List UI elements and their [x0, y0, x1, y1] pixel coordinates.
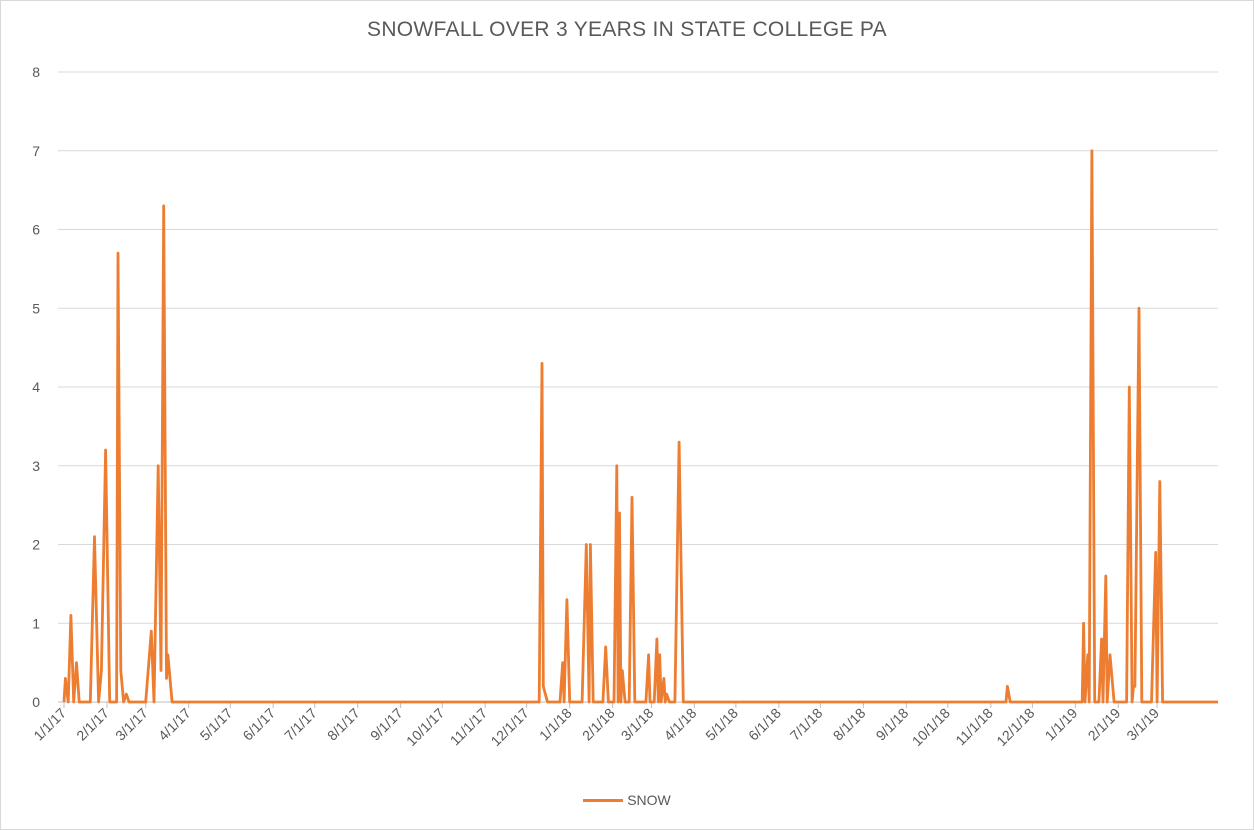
x-tick-label: 9/1/18 [873, 705, 912, 744]
legend-swatch-snow [583, 798, 624, 802]
x-tick-label: 6/1/17 [239, 705, 278, 744]
x-tick-label: 3/1/17 [112, 705, 151, 744]
y-tick-label: 5 [32, 300, 40, 316]
x-tick-label: 1/1/19 [1042, 705, 1081, 744]
x-tick-label: 9/1/17 [367, 705, 406, 744]
x-tick-label: 7/1/17 [281, 705, 320, 744]
gridlines [58, 71, 1218, 703]
x-tick-label: 11/1/17 [447, 705, 491, 749]
y-tick-label: 2 [32, 537, 40, 553]
x-tick-label: 10/1/17 [403, 705, 447, 749]
y-tick-label: 4 [32, 379, 40, 395]
series-layer [62, 149, 1218, 704]
series-line-snow [62, 149, 1218, 704]
x-tick-label: 8/1/17 [324, 705, 363, 744]
y-tick-label: 1 [32, 615, 40, 631]
x-tick-label: 10/1/18 [909, 705, 953, 749]
x-tick-label: 5/1/17 [197, 705, 236, 744]
x-tick-label: 3/1/18 [618, 705, 657, 744]
x-tick-label: 5/1/18 [702, 705, 741, 744]
x-tick-label: 1/1/18 [536, 705, 575, 744]
x-tick-label: 3/1/19 [1123, 705, 1162, 744]
x-tick-label: 1/1/17 [30, 705, 69, 744]
y-tick-label: 6 [32, 222, 40, 238]
x-axis-tick-labels: 1/1/17 2/1/17 3/1/17 4/1/17 5/1/17 6/1/17 7/1/… [30, 702, 1162, 749]
x-tick-label: 2/1/19 [1085, 705, 1124, 744]
x-tick-label: 12/1/18 [993, 705, 1037, 749]
x-tick-label: 8/1/18 [830, 705, 869, 744]
x-tick-label: 2/1/18 [579, 705, 618, 744]
x-tick-label: 4/1/18 [661, 705, 700, 744]
y-tick-label: 0 [32, 694, 40, 710]
x-tick-label: 2/1/17 [73, 705, 112, 744]
y-tick-label: 8 [32, 64, 40, 80]
x-tick-label: 11/1/18 [952, 705, 996, 749]
legend: SNOW [0, 792, 1254, 808]
y-tick-label: 7 [32, 143, 40, 159]
y-axis-tick-labels: 0 1 2 3 4 5 6 7 8 [32, 64, 40, 710]
x-tick-label: 6/1/18 [745, 705, 784, 744]
y-tick-label: 3 [32, 458, 40, 474]
legend-label-snow: SNOW [627, 792, 671, 808]
x-tick-label: 12/1/17 [487, 705, 531, 749]
x-tick-label: 7/1/18 [787, 705, 826, 744]
x-tick-label: 4/1/17 [155, 705, 194, 744]
chart-title: SNOWFALL OVER 3 YEARS IN STATE COLLEGE P… [367, 18, 887, 41]
